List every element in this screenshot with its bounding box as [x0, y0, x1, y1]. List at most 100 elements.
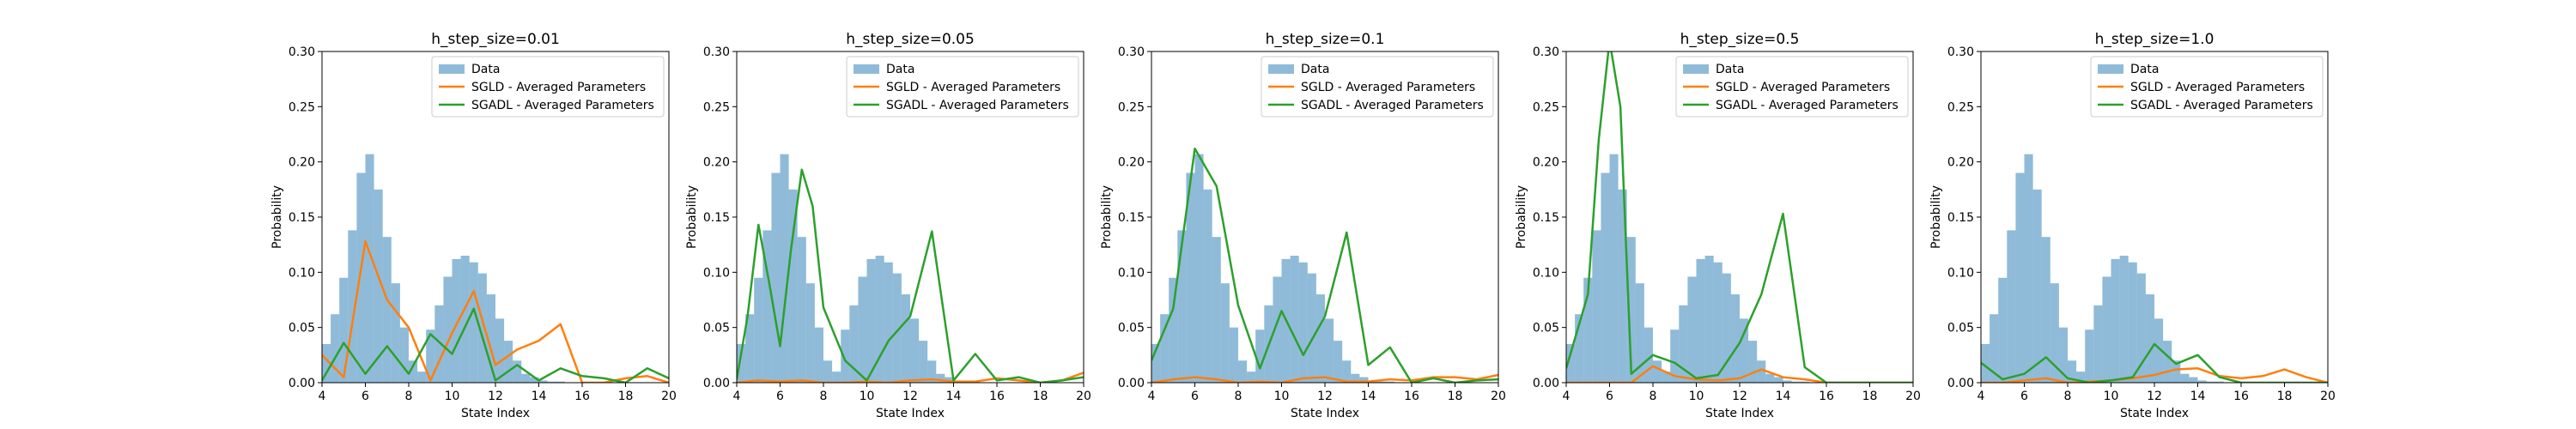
histogram-bar — [460, 256, 470, 383]
histogram-bar — [1601, 172, 1610, 383]
y-tick-label: 0.25 — [1533, 100, 1559, 114]
histogram-bar — [2102, 276, 2111, 383]
histogram-bar — [1592, 230, 1601, 383]
histogram-bar — [2076, 372, 2086, 383]
histogram-bar — [2007, 230, 2016, 383]
y-axis-label: Probability — [1929, 185, 1943, 249]
legend-label: SGLD - Averaged Parameters — [471, 81, 646, 94]
histogram-bar — [1229, 327, 1238, 383]
histogram-bar — [1757, 360, 1766, 383]
x-tick-label: 20 — [1491, 390, 1506, 403]
histogram-bar — [331, 314, 340, 383]
x-tick-label: 6 — [1606, 390, 1613, 403]
histogram-bar — [754, 277, 763, 383]
legend-swatch-data — [1683, 64, 1709, 74]
histogram-bar — [374, 189, 383, 383]
series-line-sgadl — [322, 307, 669, 383]
y-axis-label: Probability — [1100, 185, 1114, 249]
y-tick-label: 0.00 — [1533, 377, 1559, 390]
legend-label: SGADL - Averaged Parameters — [1301, 99, 1484, 112]
y-tick-label: 0.05 — [703, 322, 730, 335]
histogram-bar — [1315, 294, 1325, 383]
y-tick-label: 0.05 — [1118, 322, 1145, 335]
legend-label: SGLD - Averaged Parameters — [1301, 81, 1475, 94]
legend-label: SGLD - Averaged Parameters — [2130, 81, 2305, 94]
histogram-bar — [322, 343, 331, 383]
histogram-bar — [2050, 283, 2059, 383]
histogram-bar — [1765, 373, 1775, 383]
histogram-bar — [1247, 372, 1256, 383]
histogram-bar — [2041, 237, 2050, 383]
series-line-sgld — [1566, 365, 1913, 383]
chart-panel-1: 4 6 8 10 12 14 16 18 20 0.00 0.05 0.10 0.15 0.20 0.25 0… — [270, 31, 677, 420]
histogram-bar — [1342, 360, 1352, 383]
histogram-bar — [1575, 314, 1584, 383]
histogram-bar — [2093, 305, 2103, 383]
x-tick-label: 6 — [776, 390, 784, 403]
legend-label: SGLD - Averaged Parameters — [886, 81, 1060, 94]
histogram-bar — [530, 377, 539, 383]
legend-label: Data — [2130, 63, 2159, 76]
histogram-bar — [1238, 360, 1248, 383]
histogram-bar — [1334, 341, 1343, 383]
histogram-bar — [788, 189, 798, 383]
histogram-bar — [1981, 343, 1990, 383]
histogram-bar — [409, 360, 418, 383]
legend-label: SGADL - Averaged Parameters — [2130, 99, 2313, 112]
x-tick-label: 12 — [1317, 390, 1333, 403]
chart-panel-2: 4 6 8 10 12 14 16 18 20 0.00 0.05 0.10 0.15 0.20 0.25 0… — [685, 31, 1091, 420]
x-tick-label: 10 — [445, 390, 460, 403]
x-axis-label: State Index — [1291, 407, 1359, 420]
legend-box — [1675, 56, 1909, 118]
legend-box — [846, 56, 1079, 118]
histogram-bar — [382, 237, 392, 383]
histogram-bar — [1566, 343, 1576, 383]
legend: Data SGLD - Averaged Parameters SGADL - Av… — [846, 56, 1079, 118]
histogram-bar — [1212, 237, 1221, 383]
x-tick-label: 14 — [1361, 390, 1376, 403]
histogram-bar — [1273, 276, 1282, 383]
series-line-sgld — [322, 240, 669, 383]
histogram-bar — [426, 329, 435, 383]
x-tick-label: 14 — [1776, 390, 1791, 403]
y-tick-label: 0.30 — [1118, 45, 1145, 59]
histogram-bar — [348, 230, 357, 383]
series-line-sgadl — [1151, 147, 1498, 383]
x-tick-label: 16 — [1404, 390, 1419, 403]
x-tick-label: 18 — [1448, 390, 1463, 403]
y-tick-label: 0.30 — [1947, 45, 1974, 59]
histogram-bar — [910, 318, 920, 383]
histogram-bar — [2032, 189, 2042, 383]
histogram-bar — [1583, 277, 1593, 383]
histogram-bar — [1791, 381, 1801, 383]
chart-title: h_step_size=0.01 — [431, 31, 560, 48]
histogram-bar — [477, 273, 487, 383]
legend-label: Data — [471, 63, 500, 76]
x-tick-label: 12 — [1732, 390, 1747, 403]
histogram-bar — [805, 283, 815, 383]
x-tick-label: 6 — [2020, 390, 2028, 403]
x-tick-label: 4 — [319, 390, 326, 403]
histogram-bar — [875, 256, 884, 383]
y-tick-label: 0.05 — [1533, 322, 1559, 335]
histogram-bar — [2024, 154, 2033, 383]
histogram-bar — [1255, 329, 1265, 383]
chart-panel-5: 4 6 8 10 12 14 16 18 20 0.00 0.05 0.10 0.15 0.20 0.25 0… — [1929, 31, 2336, 420]
y-tick-label: 0.30 — [703, 45, 730, 59]
x-tick-label: 8 — [1649, 390, 1657, 403]
histogram-bar — [339, 277, 349, 383]
x-tick-label: 16 — [989, 390, 1005, 403]
histogram-bar — [452, 258, 461, 383]
histogram-bar — [936, 373, 945, 383]
y-tick-label: 0.20 — [1118, 156, 1145, 170]
series-line-sgadl — [1981, 342, 2328, 383]
x-tick-label: 18 — [1033, 390, 1048, 403]
x-tick-label: 8 — [2064, 390, 2072, 403]
histogram-bar — [547, 381, 556, 383]
histogram-bars — [1566, 154, 1809, 383]
x-tick-label: 18 — [2277, 390, 2293, 403]
histogram-bar — [1990, 314, 1999, 383]
y-tick-label: 0.05 — [289, 322, 315, 335]
legend-box — [1261, 56, 1494, 118]
histogram-bar — [919, 341, 928, 383]
